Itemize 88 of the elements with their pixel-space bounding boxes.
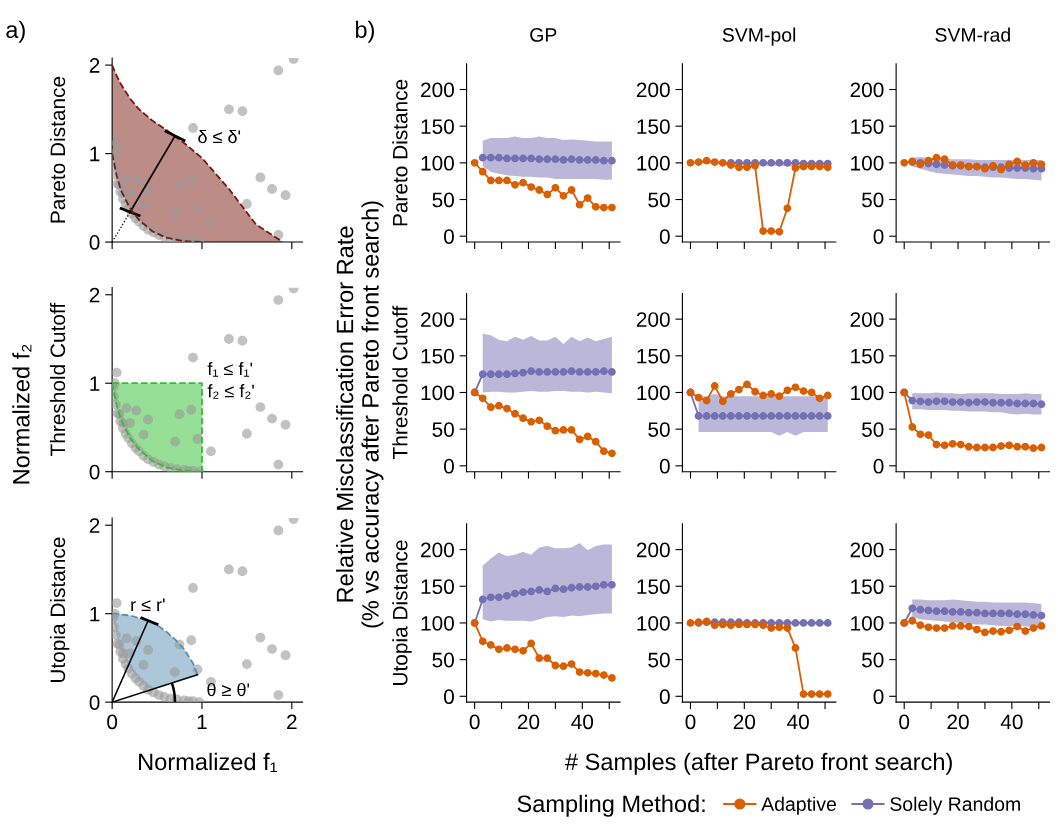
y-tick-label: 1 xyxy=(90,606,100,622)
y-tick-label: 0 xyxy=(659,689,670,705)
y-axis-title: Utopia Distance xyxy=(392,540,412,685)
y-tick-label: 0 xyxy=(873,689,884,705)
y-tick-label: 50 xyxy=(861,192,884,208)
x-tick-label: 40 xyxy=(571,714,594,730)
annotation: θ ≥ θ' xyxy=(207,682,250,697)
y-tick-label: 200 xyxy=(421,542,454,558)
y-tick-label: 200 xyxy=(850,312,884,327)
y-tick-label: 150 xyxy=(851,579,884,595)
y-tick-label: 0 xyxy=(89,695,100,710)
text: Relative Misclassification Error Rate (% vs accuracy after Pareto front search) xyxy=(336,201,384,628)
text: b) xyxy=(355,20,374,43)
text: a) xyxy=(6,20,25,43)
x-tick-label: 1 xyxy=(197,714,207,730)
y-tick-label: 150 xyxy=(421,119,454,134)
y-tick-label: 100 xyxy=(421,615,454,631)
y-axis-title: Utopia Distance xyxy=(49,537,70,683)
y-tick-label: 100 xyxy=(637,385,670,401)
y-tick-label: 200 xyxy=(636,542,670,558)
y-tick-label: 0 xyxy=(873,229,884,244)
y-tick-label: 0 xyxy=(444,458,454,474)
y-tick-label: 0 xyxy=(444,229,454,244)
chart-title: GP xyxy=(530,28,557,42)
y-tick-label: 100 xyxy=(851,155,884,171)
y-tick-label: 2 xyxy=(89,518,100,533)
y-tick-label: 0 xyxy=(659,229,670,244)
x-axis-title: # Samples (after Pareto front search) xyxy=(565,752,952,775)
x-tick-label: 20 xyxy=(733,714,756,730)
y-tick-label: 150 xyxy=(637,119,670,134)
chart-title: SVM-pol xyxy=(722,27,796,46)
y-axis-title: Threshold Cutoff xyxy=(392,305,408,459)
y-tick-label: 50 xyxy=(432,192,454,208)
x-tick-label: 20 xyxy=(517,714,540,730)
legend-label: Adaptive xyxy=(761,796,836,815)
y-tick-label: 200 xyxy=(850,542,884,558)
y-tick-label: 200 xyxy=(636,82,670,98)
y-tick-label: 50 xyxy=(648,192,670,208)
legend-label: Solely Random xyxy=(890,796,1020,815)
y-tick-label: 1 xyxy=(90,376,100,391)
x-tick-label: 40 xyxy=(787,714,809,730)
y-tick-label: 100 xyxy=(851,385,884,401)
y-tick-label: 0 xyxy=(659,458,670,474)
y-tick-label: 150 xyxy=(851,119,884,134)
legend-title: Sampling Method: xyxy=(517,794,705,817)
y-tick-label: 100 xyxy=(637,615,670,631)
x-tick-label: 20 xyxy=(947,714,969,730)
x-tick-label: 2 xyxy=(287,714,297,730)
x-tick-label: 40 xyxy=(1000,714,1023,730)
y-tick-label: 2 xyxy=(89,58,100,73)
y-tick-label: 50 xyxy=(648,652,670,668)
y-tick-label: 0 xyxy=(89,235,100,250)
annotation: r ≤ r' xyxy=(131,598,165,612)
chart-title: SVM-rad xyxy=(935,27,1010,42)
y-tick-label: 100 xyxy=(421,385,454,401)
y-tick-label: 200 xyxy=(421,82,454,98)
y-tick-label: 0 xyxy=(89,464,100,480)
x-tick-label: 0 xyxy=(685,714,696,730)
y-tick-label: 50 xyxy=(432,652,454,668)
y-tick-label: 150 xyxy=(421,579,454,595)
y-tick-label: 200 xyxy=(850,82,884,98)
y-tick-label: 1 xyxy=(90,146,100,162)
y-tick-label: 200 xyxy=(421,312,454,327)
y-tick-label: 50 xyxy=(861,652,884,668)
y-tick-label: 100 xyxy=(637,155,670,171)
annotation: f₁ ≤ f₁' f₂ ≤ f₂' xyxy=(207,362,254,399)
y-tick-label: 100 xyxy=(421,155,454,171)
x-tick-label: 0 xyxy=(469,714,480,730)
x-tick-label: 0 xyxy=(107,714,118,730)
y-tick-label: 150 xyxy=(637,348,670,364)
y-tick-label: 150 xyxy=(851,348,884,364)
y-tick-label: 150 xyxy=(421,348,454,364)
y-axis-title: Pareto Distance xyxy=(49,76,66,223)
y-tick-label: 50 xyxy=(861,422,884,437)
y-axis-title: Pareto Distance xyxy=(392,79,408,226)
y-tick-label: 200 xyxy=(636,312,670,327)
text: Normalized f₂ xyxy=(12,344,32,484)
y-tick-label: 50 xyxy=(648,422,670,437)
x-axis-title: Normalized f₁ xyxy=(139,752,278,772)
y-tick-label: 100 xyxy=(851,615,884,631)
y-tick-label: 2 xyxy=(89,287,100,303)
annotation: δ ≤ δ' xyxy=(198,129,241,144)
x-tick-label: 0 xyxy=(899,714,910,730)
y-tick-label: 150 xyxy=(637,579,670,595)
y-axis-title: Threshold Cutoff xyxy=(49,302,66,457)
y-tick-label: 50 xyxy=(432,422,454,437)
y-tick-label: 0 xyxy=(873,458,884,474)
y-tick-label: 0 xyxy=(444,689,454,705)
